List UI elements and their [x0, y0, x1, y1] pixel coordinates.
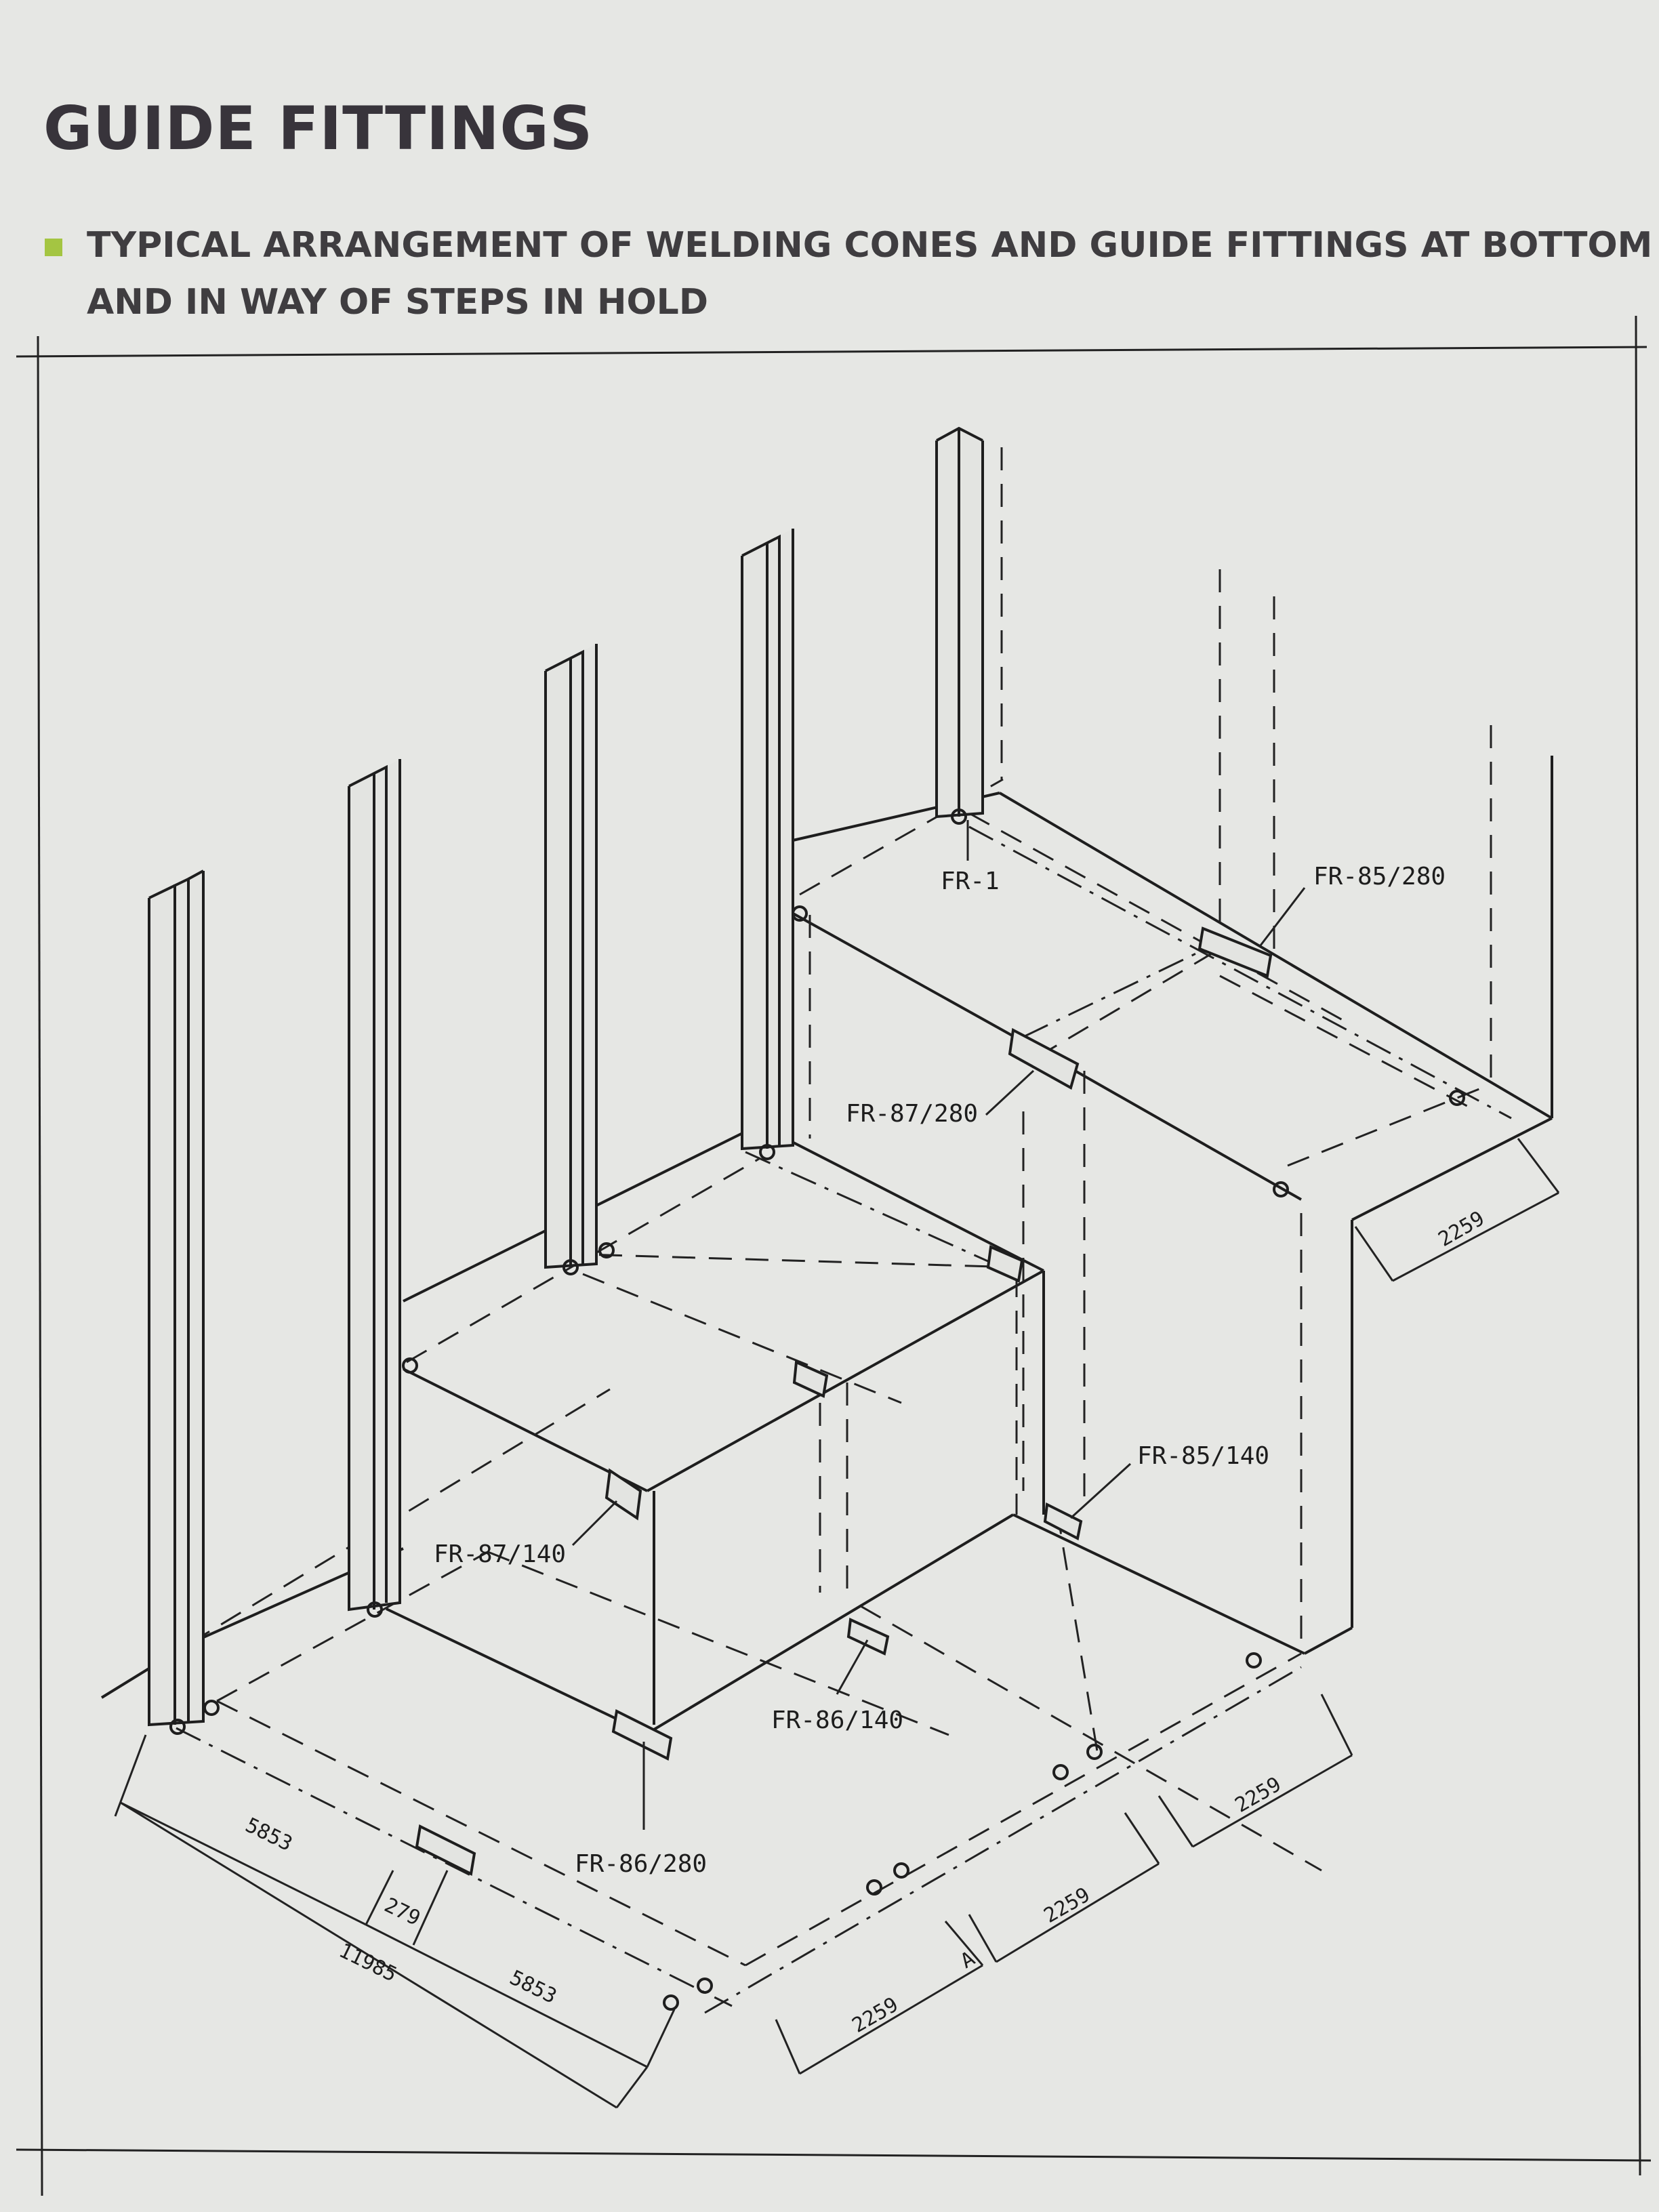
- label-fr1: FR-1: [941, 867, 1000, 895]
- guide-column-5: [935, 426, 984, 819]
- subtitle-line-2: AND IN WAY OF STEPS IN HOLD: [87, 282, 708, 323]
- dim-2259-mid: 2259: [1040, 1883, 1094, 1927]
- guide-column-4: [741, 529, 794, 1151]
- dim-5853-a: 5853: [241, 1814, 295, 1856]
- page-title: GUIDE FITTINGS: [43, 94, 594, 163]
- dim-2259-front: 2259: [848, 1992, 903, 2037]
- welding-cones: [169, 808, 1465, 2011]
- dim-2259-right: 2259: [1231, 1772, 1286, 1817]
- label-fr85-140: FR-85/140: [1137, 1442, 1269, 1470]
- label-fr85-280: FR-85/280: [1313, 863, 1446, 890]
- dim-279: 279: [380, 1893, 424, 1931]
- label-fr86-140: FR-86/140: [771, 1706, 903, 1734]
- fitting-fr85-140: [1043, 1502, 1083, 1541]
- fitting-fr85-280: [1197, 926, 1273, 978]
- label-fr87-280: FR-87/280: [846, 1100, 978, 1128]
- guide-column-3: [544, 644, 598, 1269]
- fitting-bottom-front: [415, 1824, 476, 1876]
- dimension-lines: [114, 1138, 1560, 2109]
- subtitle-line-1: TYPICAL ARRANGEMENT OF WELDING CONES AND…: [87, 225, 1653, 266]
- fitting-step-front: [792, 1360, 829, 1398]
- dim-11985: 11985: [335, 1939, 401, 1987]
- drawing-frame: [16, 315, 1652, 2196]
- fitting-fr86-280: [611, 1709, 673, 1761]
- fitting-step-back: [986, 1245, 1024, 1283]
- dim-5853-b: 5853: [506, 1966, 560, 2009]
- fitting-labels: FR-1 FR-85/280 FR-87/280 FR-85/140 FR-87…: [434, 863, 1446, 1878]
- fitting-fr87-280: [1008, 1027, 1080, 1090]
- label-fr87-140: FR-87/140: [434, 1540, 566, 1568]
- guide-column-2: [348, 759, 401, 1612]
- fitting-fr87-140: [605, 1468, 642, 1521]
- label-fr86-280: FR-86/280: [575, 1850, 707, 1878]
- page-subtitle: TYPICAL ARRANGEMENT OF WELDING CONES AND…: [45, 217, 1653, 331]
- bullet-marker: [45, 239, 62, 256]
- hold-structure: [100, 447, 1553, 2014]
- fittings: [169, 808, 1465, 2011]
- guide-column-1: [148, 869, 205, 1727]
- leader-lines: [571, 820, 1306, 1830]
- fitting-fr86-140: [846, 1618, 890, 1656]
